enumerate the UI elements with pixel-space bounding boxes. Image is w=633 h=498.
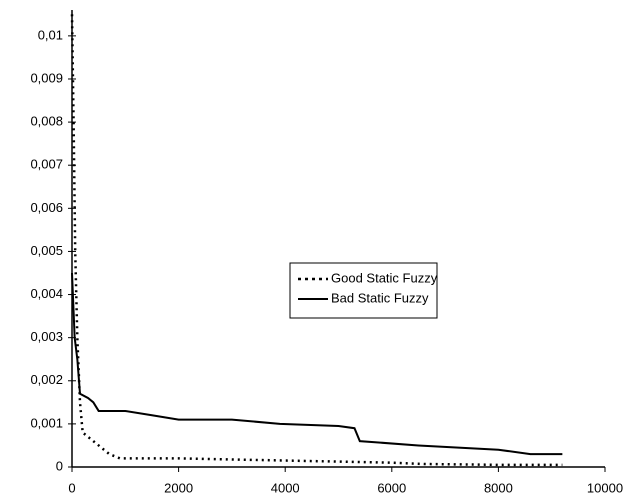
y-tick-label: 0,007 (30, 157, 63, 172)
y-tick-label: 0,008 (30, 114, 63, 129)
legend-box (289, 262, 438, 319)
y-tick-label: 0,004 (30, 286, 63, 301)
y-tick-label: 0,01 (38, 27, 63, 42)
line-series (70, 14, 563, 467)
x-tick-label: 4000 (271, 480, 300, 495)
y-tick-label: 0,001 (30, 415, 63, 430)
x-tick-label: 6000 (377, 480, 406, 495)
y-tick-label: 0,006 (30, 200, 63, 215)
y-tick-label: 0 (56, 458, 63, 473)
x-tick-label: 0 (68, 480, 75, 495)
line-series (71, 272, 563, 456)
x-tick-label: 8000 (484, 480, 513, 495)
x-tick-label: 2000 (164, 480, 193, 495)
x-tick-label: 10000 (587, 480, 623, 495)
legend-label: Good Static Fuzzy (331, 270, 438, 285)
legend-label: Bad Static Fuzzy (331, 290, 429, 305)
y-tick-label: 0,003 (30, 329, 63, 344)
y-tick-label: 0,009 (30, 70, 63, 85)
y-tick-label: 0,002 (30, 372, 63, 387)
y-tick-label: 0,005 (30, 243, 63, 258)
